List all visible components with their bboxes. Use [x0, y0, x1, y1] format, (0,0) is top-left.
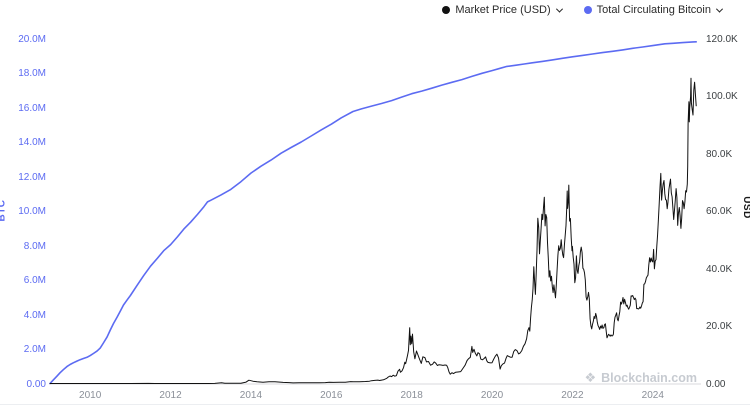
bottom-divider: [0, 404, 750, 405]
x-axis-tick: 2010: [79, 390, 102, 401]
chart-legend: Market Price (USD) Total Circulating Bit…: [442, 4, 724, 16]
x-axis-tick: 2012: [159, 390, 182, 401]
series-total-circulating-bitcoin: [49, 40, 698, 385]
x-axis-tick: 2022: [561, 390, 584, 401]
watermark: ❖ Blockchain.com: [584, 370, 697, 386]
x-axis-tick: 2020: [480, 390, 504, 401]
left-axis-tick: 14.0M: [18, 137, 46, 148]
right-axis-tick: 20.0K: [706, 321, 733, 332]
x-axis-tick: 2018: [400, 390, 423, 401]
left-axis-tick: 4.0M: [23, 309, 46, 321]
series-market-price-usd-: [49, 77, 697, 384]
right-axis-tick: 80.0K: [706, 148, 733, 160]
x-axis-tick: 2014: [239, 390, 263, 401]
legend-total-circulating[interactable]: Total Circulating Bitcoin: [583, 4, 724, 16]
x-axis-tick: 2016: [320, 390, 343, 401]
left-axis-tick: 16.0M: [18, 102, 46, 114]
left-axis-tick: 20.0M: [18, 33, 46, 45]
legend-market-price-label: Market Price (USD): [455, 4, 551, 16]
right-axis-tick: 0.00: [706, 378, 726, 390]
x-axis-tick: 2024: [641, 390, 664, 401]
left-axis-tick: 12.0M: [18, 171, 46, 183]
left-axis-tick: 6.0M: [23, 275, 46, 286]
left-axis-tick: 8.0M: [23, 240, 46, 252]
left-axis-tick: 10.0M: [18, 206, 46, 217]
right-axis-tick: 60.0K: [706, 206, 733, 217]
legend-market-price[interactable]: Market Price (USD): [442, 4, 563, 16]
left-axis-tick: 0.00: [26, 378, 46, 390]
right-axis-tick: 40.0K: [706, 263, 733, 275]
legend-total-circulating-label: Total Circulating Bitcoin: [596, 4, 711, 16]
left-axis-tick: 2.0M: [23, 344, 46, 355]
circulating-bitcoin-dot-icon: [583, 6, 592, 14]
blockchain-logo-icon: ❖: [584, 370, 597, 385]
market-price-dot-icon: [442, 6, 451, 14]
watermark-label: Blockchain.com: [601, 371, 697, 385]
left-axis-tick: 18.0M: [18, 68, 46, 79]
right-axis-tick: 100.0K: [706, 91, 738, 102]
right-axis-tick: 120.0K: [706, 33, 738, 45]
